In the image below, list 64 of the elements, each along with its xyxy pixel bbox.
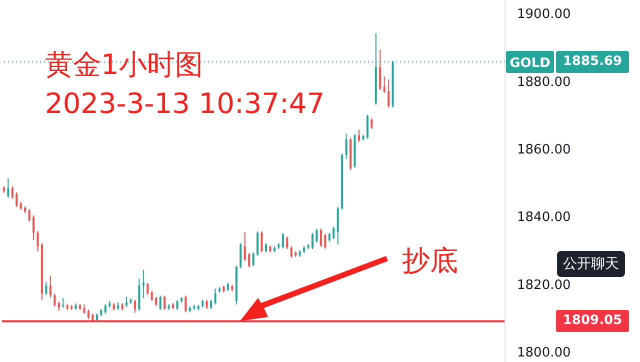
candlestick bbox=[332, 226, 335, 240]
candlestick bbox=[36, 230, 39, 252]
text: 黄金1小时图 bbox=[45, 48, 203, 82]
candlestick bbox=[248, 252, 250, 268]
candlestick bbox=[358, 129, 360, 142]
candlestick bbox=[260, 230, 263, 253]
candlestick bbox=[126, 296, 128, 308]
candlestick bbox=[32, 215, 35, 240]
candlestick bbox=[290, 246, 292, 258]
candlestick bbox=[256, 230, 259, 256]
candlestick bbox=[379, 49, 382, 90]
candlestick bbox=[62, 298, 64, 308]
candlestick bbox=[311, 232, 314, 250]
annotation: 抄底 bbox=[402, 244, 458, 278]
candlestick bbox=[45, 281, 48, 296]
candlestick bbox=[164, 295, 166, 310]
candlestick bbox=[49, 275, 52, 298]
candlestick bbox=[83, 304, 86, 314]
candlestick bbox=[58, 300, 60, 312]
candlestick bbox=[176, 300, 178, 310]
candlestick bbox=[210, 299, 212, 310]
candlestick bbox=[87, 309, 90, 320]
candlestick bbox=[388, 79, 390, 108]
candlestick bbox=[383, 76, 386, 94]
candlestick bbox=[146, 282, 149, 296]
candlestick bbox=[54, 293, 56, 308]
candlestick bbox=[214, 288, 216, 305]
candlestick bbox=[370, 118, 373, 130]
candlestick bbox=[252, 252, 254, 267]
candlestick bbox=[7, 178, 10, 198]
candlestick bbox=[320, 228, 322, 248]
candlestick bbox=[138, 278, 140, 312]
text: 公开聊天 bbox=[557, 251, 625, 277]
candlestick bbox=[244, 232, 246, 262]
candlestick bbox=[286, 236, 288, 250]
candlestick bbox=[104, 304, 106, 314]
y-tick-label: 1820.00 bbox=[517, 278, 571, 293]
y-tick-label: 1860.00 bbox=[517, 142, 571, 158]
y-tick-label: 1880.00 bbox=[517, 74, 571, 90]
candlestick bbox=[316, 228, 318, 244]
candlestick bbox=[336, 206, 339, 246]
y-tick-label: 1800.00 bbox=[517, 345, 571, 360]
candlestick bbox=[240, 242, 242, 269]
candlestick bbox=[16, 192, 18, 208]
text: 2023-3-13 10:37:47 bbox=[45, 87, 325, 121]
candlestick bbox=[150, 290, 153, 302]
y-tick-label: 1840.00 bbox=[517, 210, 571, 226]
ref-line-label: GOLD bbox=[510, 56, 551, 71]
candlestick bbox=[366, 114, 368, 140]
candlestick bbox=[264, 242, 267, 253]
candlestick bbox=[134, 299, 136, 314]
candlestick bbox=[142, 269, 144, 299]
candlestick bbox=[345, 133, 348, 160]
candlestick bbox=[28, 208, 30, 222]
candlestick bbox=[206, 299, 208, 310]
candlestick bbox=[155, 296, 158, 306]
candlestick bbox=[184, 295, 187, 313]
candlestick bbox=[282, 232, 284, 249]
candlestick bbox=[11, 186, 14, 200]
text: 1885.69 bbox=[556, 50, 629, 73]
candlestick bbox=[324, 233, 326, 250]
text: 1809.05 bbox=[556, 310, 629, 332]
candlestick bbox=[159, 295, 162, 310]
y-tick-label: 1900.00 bbox=[517, 7, 571, 22]
